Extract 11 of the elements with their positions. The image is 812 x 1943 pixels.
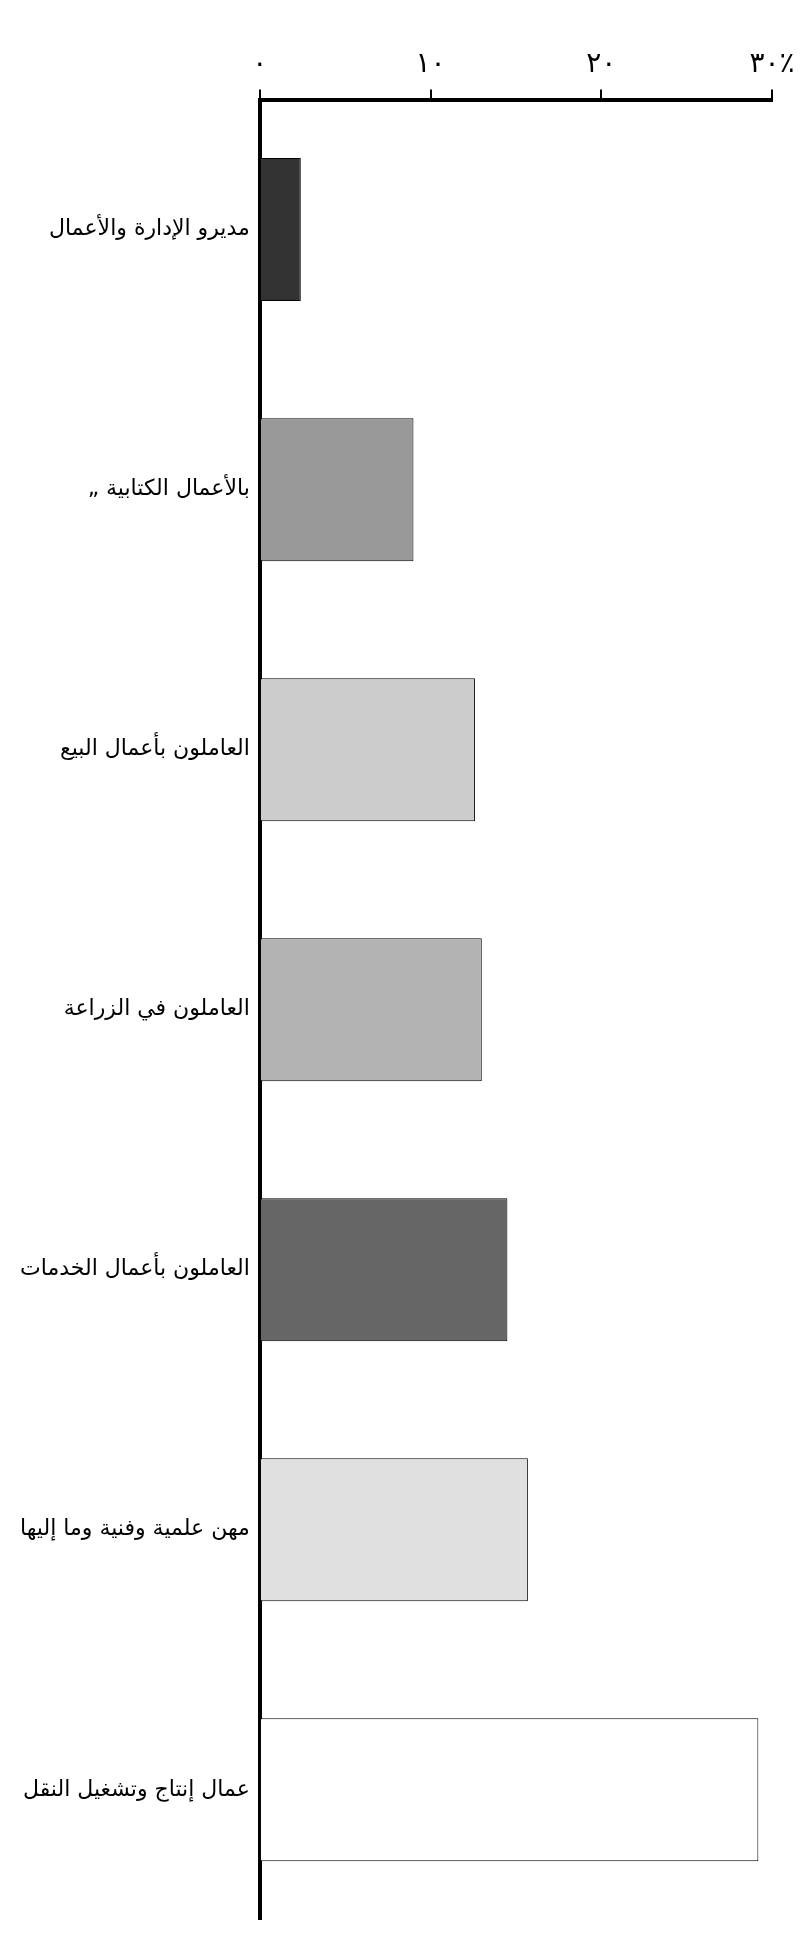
- x-tick-label: ٢٠: [586, 46, 617, 80]
- x-tick-label: ٠: [252, 46, 268, 80]
- y-tick-label: العاملون بأعمال البيع: [59, 732, 250, 761]
- y-tick-label: العاملون في الزراعة: [63, 995, 250, 1022]
- y-tick-label: „ بالأعمال الكتابية: [87, 474, 250, 501]
- y-tick-label: مهن علمية وفنية وما إليها: [19, 1515, 250, 1542]
- y-tick-label: مديرو الإدارة والأعمال: [49, 214, 250, 241]
- y-tick-label: العاملون بأعمال الخدمات: [19, 1252, 250, 1281]
- y-tick-label: عمال إنتاج وتشغيل النقل: [23, 1775, 250, 1802]
- x-tick-label: ١٠: [415, 46, 446, 80]
- x-tick-label: ٣٠٪: [749, 46, 795, 80]
